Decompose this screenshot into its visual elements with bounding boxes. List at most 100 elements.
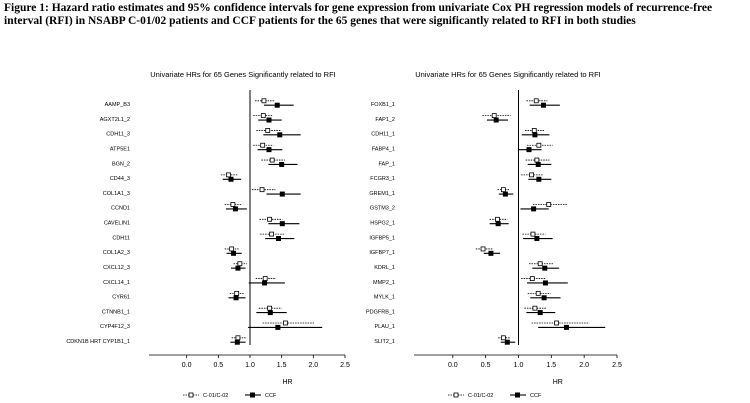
point-estimate-ccf (234, 339, 240, 345)
gene-label: KDRL_1 (374, 265, 395, 271)
gene-label: CD44_3 (110, 176, 130, 182)
point-estimate-c0102 (259, 187, 265, 193)
point-estimate-ccf (279, 161, 285, 167)
point-estimate-c0102 (229, 246, 235, 252)
point-estimate-ccf (231, 250, 237, 256)
x-tick-label: 1.5 (546, 362, 556, 369)
point-estimate-c0102 (535, 290, 541, 296)
point-estimate-ccf (277, 132, 283, 138)
point-estimate-c0102 (265, 128, 271, 133)
gene-label: CAVELIN1 (104, 221, 130, 227)
point-estimate-c0102 (536, 142, 542, 148)
point-estimate-c0102 (529, 172, 535, 178)
point-estimate-c0102 (230, 202, 236, 207)
x-tick-label: 2.5 (612, 362, 622, 369)
gene-label: CYR61 (112, 295, 130, 301)
point-estimate-c0102 (546, 202, 552, 207)
gene-label: CXCL12_3 (103, 265, 130, 271)
point-estimate-ccf (262, 280, 268, 286)
point-estimate-c0102 (500, 335, 506, 341)
point-estimate-ccf (542, 280, 548, 286)
gene-label: COL1A2_3 (103, 250, 130, 256)
legend-label-ccf: CCF (265, 393, 277, 399)
gene-label: AGXT2L1_2 (100, 117, 130, 123)
point-estimate-ccf (541, 295, 547, 301)
chart-title: Univariate HRs for 65 Genes Significantl… (415, 70, 601, 79)
gene-label: ATP5E1 (110, 146, 130, 152)
gene-label: SLIT2_1 (374, 339, 395, 345)
point-estimate-ccf (495, 221, 501, 227)
point-estimate-ccf (228, 176, 234, 182)
point-estimate-ccf (532, 132, 538, 138)
point-estimate-c0102 (237, 261, 243, 267)
point-estimate-c0102 (534, 157, 540, 163)
point-estimate-c0102 (234, 290, 240, 296)
point-estimate-ccf (526, 147, 532, 153)
point-estimate-ccf (266, 117, 272, 123)
gene-label: IGFBP5_1 (369, 235, 395, 241)
point-estimate-c0102 (491, 113, 497, 119)
point-estimate-ccf (266, 147, 272, 153)
point-estimate-c0102 (261, 98, 267, 104)
gene-label: CDH11 (112, 235, 130, 241)
gene-label: BGN_2 (112, 161, 130, 167)
x-tick-label: 0.5 (481, 362, 491, 369)
point-estimate-c0102 (531, 128, 537, 133)
point-estimate-c0102 (537, 261, 543, 267)
x-tick-label: 1.0 (245, 362, 255, 369)
gene-label: CDH11_3 (106, 132, 130, 138)
gene-label: AAMP_B3 (105, 102, 130, 108)
gene-label: FAP_1 (378, 161, 395, 167)
legend-marker-c0102 (188, 392, 194, 398)
point-estimate-ccf (235, 265, 241, 271)
point-estimate-ccf (276, 236, 281, 242)
point-estimate-ccf (535, 161, 541, 167)
point-estimate-ccf (531, 206, 537, 212)
point-estimate-ccf (542, 265, 548, 271)
point-estimate-ccf (563, 324, 569, 330)
legend-marker-c0102 (453, 392, 459, 398)
x-tick-label: 2.0 (579, 362, 589, 369)
point-estimate-c0102 (532, 305, 538, 311)
gene-label: CCND1 (111, 206, 130, 212)
point-estimate-ccf (502, 191, 508, 197)
gene-label: PLAU_1 (375, 324, 396, 330)
point-estimate-c0102 (269, 157, 275, 163)
gene-label: PDGFRB_1 (366, 309, 395, 315)
point-estimate-c0102 (554, 320, 559, 326)
point-estimate-ccf (493, 117, 499, 123)
x-tick-label: 0.0 (448, 362, 458, 369)
forest-plot-left: Univariate HRs for 65 Genes Significantl… (66, 70, 350, 399)
point-estimate-c0102 (267, 305, 273, 311)
point-estimate-ccf (504, 339, 510, 345)
x-axis-label: HR (553, 379, 563, 386)
x-axis-label: HR (282, 379, 292, 386)
point-estimate-ccf (537, 310, 543, 316)
figure-caption: Figure 1: Hazard ratio estimates and 95%… (4, 2, 713, 27)
point-estimate-ccf (279, 221, 285, 227)
x-tick-label: 2.5 (340, 362, 350, 369)
point-estimate-ccf (275, 324, 281, 330)
legend-marker-ccf (515, 392, 520, 398)
point-estimate-ccf (232, 206, 238, 212)
legend-marker-ccf (250, 392, 255, 398)
gene-label: IGFBP7_1 (369, 250, 395, 256)
x-tick-label: 0.0 (182, 362, 192, 369)
gene-label: FCGR3_1 (370, 176, 395, 182)
point-estimate-ccf (233, 295, 239, 301)
point-estimate-c0102 (226, 172, 231, 178)
point-estimate-ccf (488, 250, 494, 256)
point-estimate-ccf (279, 191, 285, 197)
gene-label: GSTM3_2 (370, 206, 395, 212)
gene-label: COL1A1_3 (103, 191, 130, 197)
point-estimate-c0102 (235, 335, 241, 341)
point-estimate-c0102 (529, 276, 535, 281)
point-estimate-c0102 (533, 98, 539, 104)
point-estimate-c0102 (262, 276, 268, 281)
point-estimate-ccf (540, 102, 546, 108)
gene-label: GREM1_1 (369, 191, 395, 197)
gene-label: CTNNB1_1 (102, 309, 130, 315)
legend-label-ccf: CCF (530, 393, 542, 399)
gene-label: MYLK_1 (374, 295, 395, 301)
